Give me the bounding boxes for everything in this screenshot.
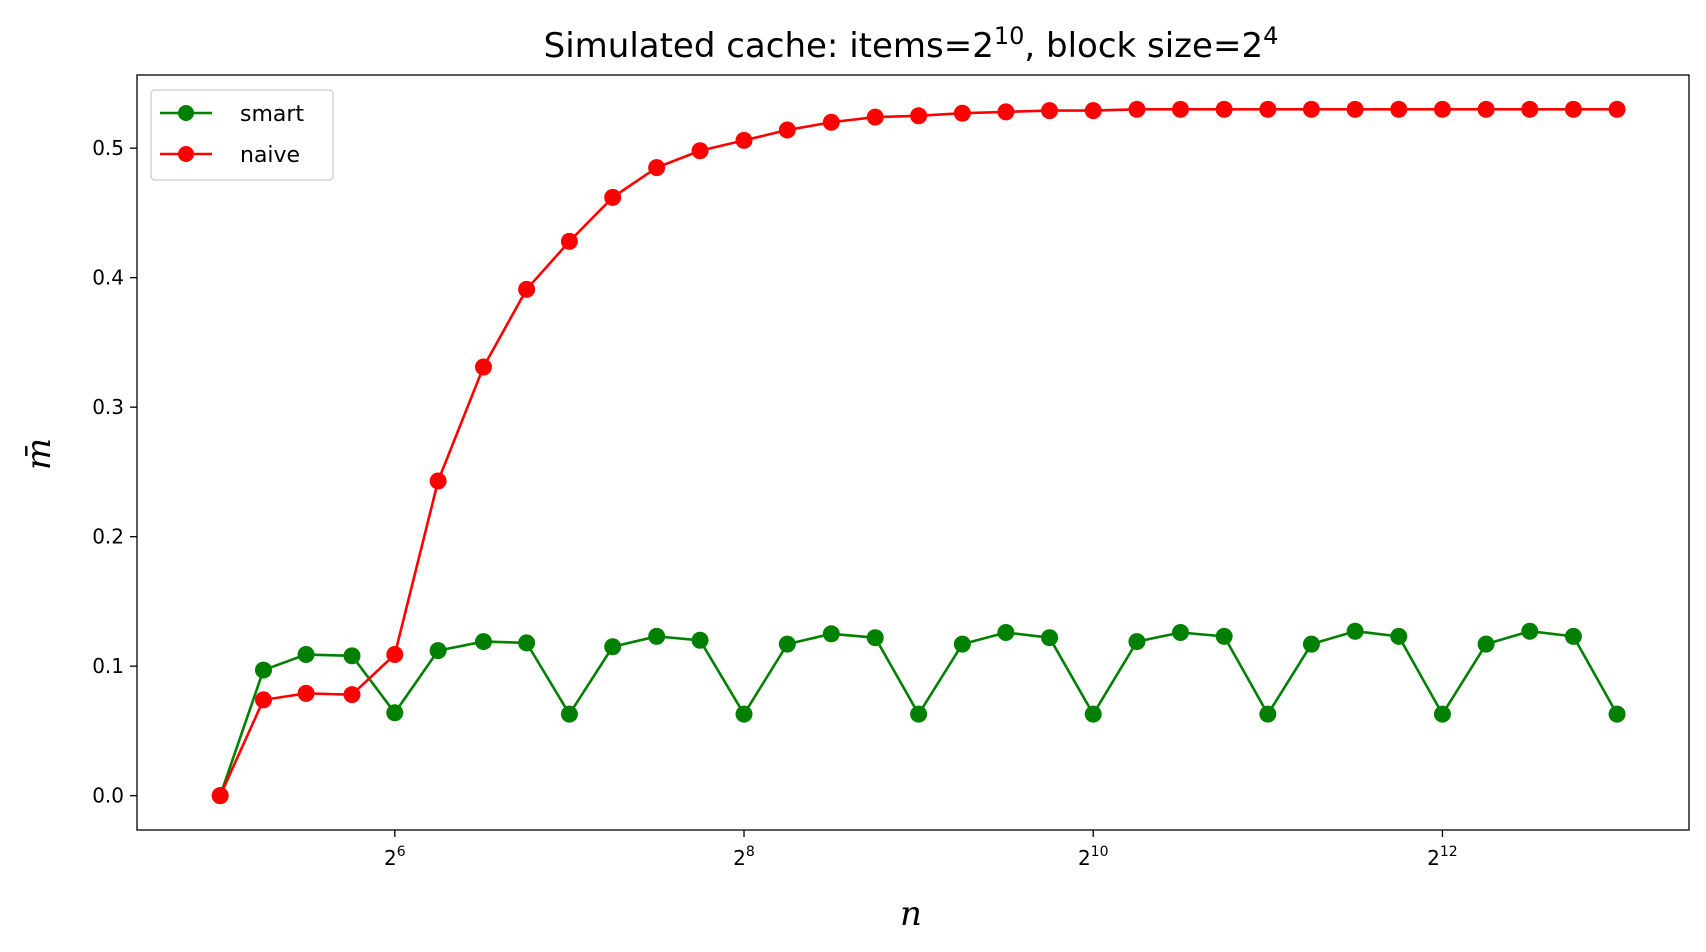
naive-point [822,113,840,131]
naive-point [1390,100,1408,118]
naive-point [474,358,492,376]
naive-point [254,691,272,709]
series-naive [211,100,1626,805]
smart-point [822,625,840,643]
naive-point [211,787,229,805]
x-tick-label: 210 [1078,844,1109,870]
legend-smart-marker [178,105,194,121]
naive-point [343,686,361,704]
smart-point [953,635,971,653]
naive-point [1259,100,1277,118]
smart-point [386,704,404,722]
naive-point [1521,100,1539,118]
legend-smart-label: smart [240,102,304,127]
naive-point [1172,100,1190,118]
smart-point [1041,629,1059,647]
naive-point [953,104,971,122]
x-axis-label: n [900,894,922,934]
naive-point [1477,100,1495,118]
y-tick-label: 0.4 [92,266,124,290]
smart-point [1215,627,1233,645]
naive-point [1302,100,1320,118]
naive-point [1346,100,1364,118]
naive-point [560,232,578,250]
naive-point [997,103,1015,121]
axis-ticks: 0.0 0.1 0.2 0.3 0.4 0.5 26 28 210 212 [92,136,1458,870]
naive-point [735,131,753,149]
smart-point [997,624,1015,642]
naive-point [1608,100,1626,118]
series-smart [211,622,1626,805]
plot-area-frame [136,74,1690,831]
y-axis-label: m̄ [19,438,59,470]
naive-point [866,108,884,126]
chart-title: Simulated cache: items=210, block size=2… [544,22,1279,66]
legend-naive-marker [178,146,194,162]
smart-point [1390,627,1408,645]
x-tick-label: 26 [384,844,406,870]
naive-point [1041,102,1059,120]
smart-point [1564,627,1582,645]
naive-point [386,646,404,664]
naive-point [691,142,709,160]
smart-point [1084,705,1102,723]
smart-point [343,647,361,665]
naive-point [1433,100,1451,118]
smart-point [1346,622,1364,640]
naive-point [429,472,447,490]
naive-point [910,107,928,125]
naive-point [1564,100,1582,118]
y-tick-label: 0.5 [92,136,124,160]
legend: smart naive [150,89,334,181]
smart-point [1128,633,1146,651]
legend-naive-label: naive [240,143,300,168]
naive-point [1215,100,1233,118]
naive-point [297,684,315,702]
smart-point [429,642,447,660]
smart-point [735,705,753,723]
smart-point [1259,705,1277,723]
smart-point [866,629,884,647]
smart-point [691,631,709,649]
naive-point [1084,102,1102,120]
smart-point [518,634,536,652]
smart-point [910,705,928,723]
smart-point [297,646,315,664]
smart-point [778,635,796,653]
naive-point [778,121,796,139]
y-tick-label: 0.3 [92,395,124,419]
smart-point [254,661,272,679]
smart-point [1302,635,1320,653]
x-tick-label: 28 [733,844,755,870]
x-tick-label: 212 [1427,844,1458,870]
naive-point [1128,100,1146,118]
smart-point [604,638,622,656]
y-tick-label: 0.2 [92,525,124,549]
plot-series [211,100,1626,805]
smart-point [560,705,578,723]
smart-point [1172,624,1190,642]
smart-point [1521,622,1539,640]
smart-point [474,633,492,651]
smart-point [1433,705,1451,723]
naive-point [518,280,536,298]
smart-point [1608,705,1626,723]
y-tick-label: 0.1 [92,654,124,678]
naive-point [604,188,622,206]
y-tick-label: 0.0 [92,784,124,808]
naive-point [648,159,666,177]
smart-point [1477,635,1495,653]
smart-point [648,627,666,645]
